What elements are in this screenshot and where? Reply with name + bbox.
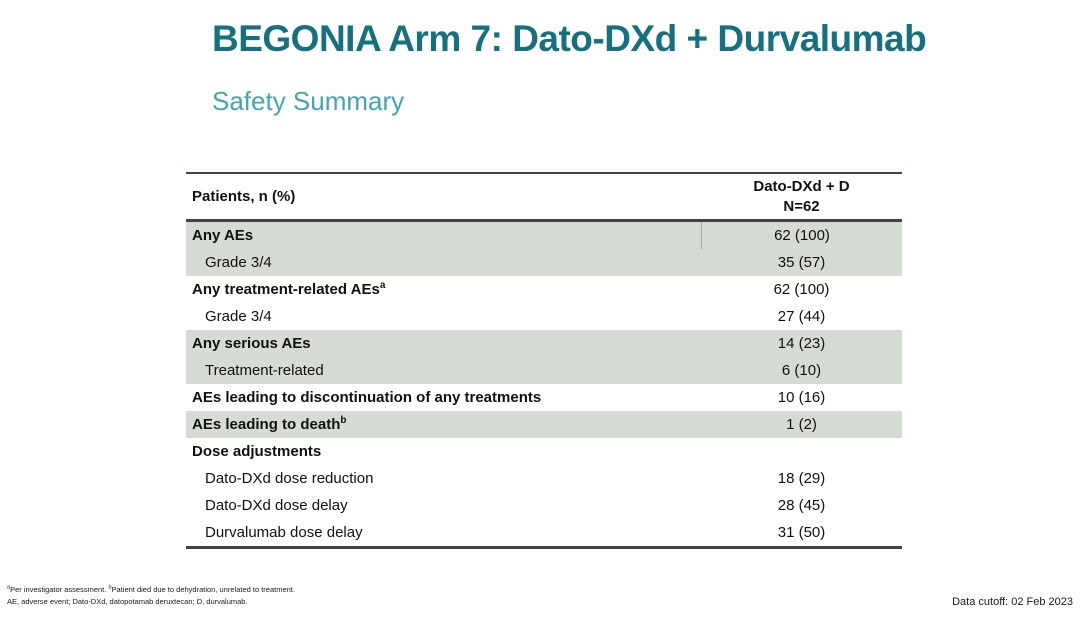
table-row: Any AEs 62 (100) xyxy=(186,222,902,249)
row-value: 1 (2) xyxy=(786,416,817,433)
safety-summary-table: Patients, n (%) Dato-DXd + D N=62 Any AE… xyxy=(186,172,902,549)
row-label: Any treatment-related AEs a xyxy=(192,279,386,298)
row-value: 31 (50) xyxy=(777,524,826,541)
table-row: Any treatment-related AEs a 62 (100) xyxy=(186,276,902,303)
table-row: Dato-DXd dose reduction 18 (29) xyxy=(186,465,902,492)
row-value: 6 (10) xyxy=(781,362,822,379)
table-row: Treatment-related 6 (10) xyxy=(186,357,902,384)
table-header-arm: Dato-DXd + D N=62 xyxy=(701,177,902,216)
row-label: Durvalumab dose delay xyxy=(205,524,363,541)
row-label: Grade 3/4 xyxy=(205,308,272,325)
row-value: 18 (29) xyxy=(777,470,826,487)
table-row: Durvalumab dose delay 31 (50) xyxy=(186,519,902,546)
footnote-line-1: aPer investigator assessment. bPatient d… xyxy=(7,584,295,594)
table-row: Grade 3/4 35 (57) xyxy=(186,249,902,276)
table-row: Dose adjustments xyxy=(186,438,902,465)
table-header-patients: Patients, n (%) xyxy=(192,188,296,205)
table-row: Dato-DXd dose delay 28 (45) xyxy=(186,492,902,519)
footnotes: aPer investigator assessment. bPatient d… xyxy=(7,584,295,607)
table-row: AEs leading to death b 1 (2) xyxy=(186,411,902,438)
table-row: Grade 3/4 27 (44) xyxy=(186,303,902,330)
row-label: Any serious AEs xyxy=(192,335,311,352)
row-label: Dato-DXd dose delay xyxy=(205,497,348,514)
row-value: 35 (57) xyxy=(777,254,826,271)
row-label: Any AEs xyxy=(192,227,254,244)
table-row: AEs leading to discontinuation of any tr… xyxy=(186,384,902,411)
row-label: AEs leading to death b xyxy=(192,414,347,433)
row-label: Treatment-related xyxy=(205,362,324,379)
arm-name: Dato-DXd + D xyxy=(753,178,850,195)
row-value: 14 (23) xyxy=(777,335,826,352)
row-value: 10 (16) xyxy=(777,389,826,406)
row-label: Grade 3/4 xyxy=(205,254,272,271)
row-label: AEs leading to discontinuation of any tr… xyxy=(192,389,542,406)
row-value xyxy=(701,438,902,465)
row-value: 27 (44) xyxy=(777,308,826,325)
row-value: 62 (100) xyxy=(701,222,902,249)
data-cutoff: Data cutoff: 02 Feb 2023 xyxy=(952,596,1073,608)
row-label: Dose adjustments xyxy=(192,443,322,460)
slide-title: BEGONIA Arm 7: Dato-DXd + Durvalumab xyxy=(212,18,927,59)
footnote-line-2: AE, adverse event; Dato-DXd, datopotamab… xyxy=(7,596,248,606)
row-label: Dato-DXd dose reduction xyxy=(205,470,374,487)
arm-n: N=62 xyxy=(783,197,820,215)
slide-subtitle: Safety Summary xyxy=(212,86,405,116)
table-row: Any serious AEs 14 (23) xyxy=(186,330,902,357)
row-value: 62 (100) xyxy=(773,281,830,298)
row-value: 28 (45) xyxy=(777,497,826,514)
table-header-row: Patients, n (%) Dato-DXd + D N=62 xyxy=(186,174,902,222)
